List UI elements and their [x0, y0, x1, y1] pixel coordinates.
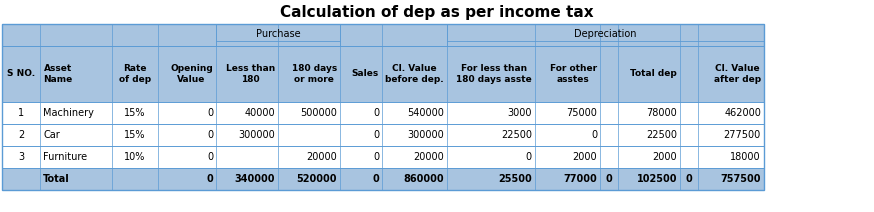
Text: 0: 0 [372, 174, 379, 184]
Text: 860000: 860000 [404, 174, 444, 184]
Text: 0: 0 [207, 130, 213, 140]
Bar [2, 24, 764, 46]
Text: Calculation of dep as per income tax: Calculation of dep as per income tax [281, 6, 593, 21]
Text: 1: 1 [18, 108, 24, 118]
Text: 20000: 20000 [413, 152, 444, 162]
Text: 2: 2 [17, 130, 24, 140]
Text: 0: 0 [373, 108, 379, 118]
Text: 22500: 22500 [646, 130, 677, 140]
Text: Total dep: Total dep [630, 70, 677, 78]
Text: 0: 0 [373, 130, 379, 140]
Text: Opening
Value: Opening Value [170, 64, 213, 84]
Text: 0: 0 [591, 130, 597, 140]
Text: 3000: 3000 [508, 108, 532, 118]
Text: 0: 0 [606, 174, 613, 184]
Text: Machinery: Machinery [43, 108, 94, 118]
Text: 40000: 40000 [245, 108, 275, 118]
Text: 0: 0 [207, 152, 213, 162]
Text: 540000: 540000 [407, 108, 444, 118]
Text: 22500: 22500 [501, 130, 532, 140]
Text: 25500: 25500 [498, 174, 532, 184]
Bar [2, 102, 764, 124]
Bar [2, 168, 764, 190]
Text: For less than
180 days asste: For less than 180 days asste [456, 64, 532, 84]
Text: Car: Car [43, 130, 59, 140]
Text: 300000: 300000 [239, 130, 275, 140]
Text: 500000: 500000 [300, 108, 337, 118]
Text: Cl. Value
before dep.: Cl. Value before dep. [385, 64, 444, 84]
Text: 0: 0 [207, 108, 213, 118]
Text: 18000: 18000 [731, 152, 761, 162]
Text: Asset
Name: Asset Name [43, 64, 73, 84]
Text: 102500: 102500 [636, 174, 677, 184]
Text: 2000: 2000 [572, 152, 597, 162]
Text: 2000: 2000 [652, 152, 677, 162]
Text: 462000: 462000 [725, 108, 761, 118]
Text: Less than
180: Less than 180 [225, 64, 275, 84]
Text: Sales: Sales [351, 70, 379, 78]
Bar [2, 24, 764, 190]
Text: Rate
of dep: Rate of dep [119, 64, 151, 84]
Text: 3: 3 [18, 152, 24, 162]
Text: 340000: 340000 [234, 174, 275, 184]
Text: 10%: 10% [124, 152, 146, 162]
Text: Purchase: Purchase [256, 29, 301, 39]
Text: 15%: 15% [124, 130, 146, 140]
Text: 757500: 757500 [720, 174, 761, 184]
Bar [2, 46, 764, 102]
Text: 277500: 277500 [724, 130, 761, 140]
Text: 180 days
or more: 180 days or more [292, 64, 337, 84]
Text: For other
asstes: For other asstes [550, 64, 597, 84]
Text: 300000: 300000 [407, 130, 444, 140]
Text: 20000: 20000 [306, 152, 337, 162]
Text: 0: 0 [526, 152, 532, 162]
Text: Total: Total [43, 174, 70, 184]
Text: 77000: 77000 [563, 174, 597, 184]
Text: 0: 0 [373, 152, 379, 162]
Text: Depreciation: Depreciation [574, 29, 637, 39]
Text: 0: 0 [206, 174, 213, 184]
Text: 15%: 15% [124, 108, 146, 118]
Text: 75000: 75000 [566, 108, 597, 118]
Text: S NO.: S NO. [7, 70, 35, 78]
Text: Furniture: Furniture [43, 152, 87, 162]
Bar [2, 146, 764, 168]
Text: 520000: 520000 [296, 174, 337, 184]
Bar [2, 124, 764, 146]
Text: 78000: 78000 [646, 108, 677, 118]
Text: 0: 0 [685, 174, 692, 184]
Text: Cl. Value
after dep: Cl. Value after dep [714, 64, 761, 84]
